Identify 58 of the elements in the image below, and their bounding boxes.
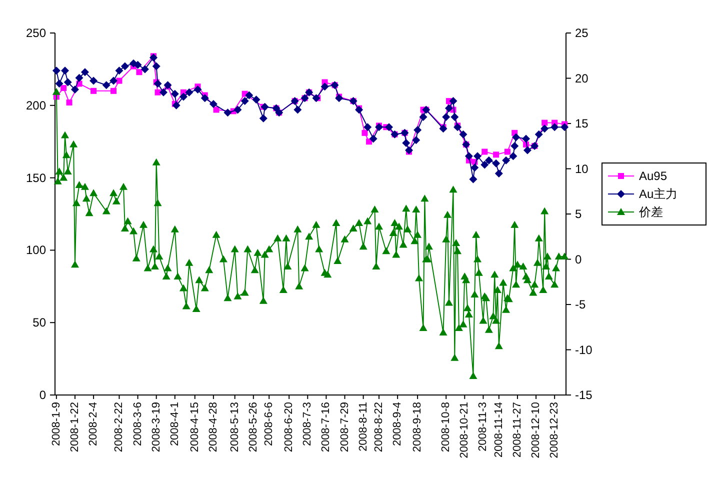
y2-tick-label: 15	[575, 116, 589, 130]
x-tick-label: 2008-10-21	[458, 402, 471, 458]
x-tick-label: 2008-10-8	[440, 402, 452, 452]
x-tick-label: 2008-9-18	[412, 402, 424, 452]
x-tick-label: 2008-9-4	[392, 402, 404, 446]
x-tick-label: 2008-4-15	[188, 402, 201, 452]
x-tick-label: 2008-5-13	[228, 402, 241, 452]
x-tick-label: 2008-1-22	[68, 402, 81, 452]
y-tick-label: 200	[26, 98, 46, 112]
y2-tick-label: 20	[575, 71, 589, 86]
x-tick-label: 2008-5-26	[247, 402, 260, 452]
legend-label: 价差	[638, 205, 663, 219]
x-tick-label: 2008-1-9	[50, 402, 62, 446]
point	[493, 152, 500, 158]
y2-tick-label: 0	[575, 252, 582, 266]
x-tick-label: 2008-11-27	[511, 402, 524, 458]
x-tick-label: 2008-7-29	[338, 402, 351, 452]
x-tick-label: 2008-8-11	[357, 402, 370, 452]
x-tick-label: 2008-11-3	[477, 402, 490, 452]
y2-tick-label: -10	[575, 342, 593, 357]
point	[136, 69, 142, 76]
x-tick-label: 2008-6-20	[283, 402, 296, 452]
x-tick-label: 2008-7-16	[320, 402, 332, 452]
point	[213, 106, 220, 113]
y2-tick-label: 5	[575, 207, 582, 221]
point	[542, 120, 548, 126]
point	[110, 88, 117, 94]
legend-label: Au95	[639, 169, 668, 183]
y2-tick-label: -15	[575, 388, 593, 402]
point	[66, 100, 72, 106]
x-tick-label: 2008-2-4	[88, 402, 100, 446]
x-tick-label: 2008-6-6	[263, 402, 276, 446]
x-tick-label: 2008-11-14	[492, 402, 505, 458]
point	[362, 130, 368, 136]
x-tick-label: 2008-12-10	[530, 402, 542, 458]
y-tick-label: 50	[32, 316, 46, 330]
y-tick-label: 0	[39, 388, 46, 402]
x-tick-label: 2008-3-19	[150, 402, 162, 452]
y2-tick-label: 25	[575, 26, 589, 40]
x-tick-label: 2008-4-1	[168, 402, 181, 446]
y-tick-label: 250	[26, 26, 46, 40]
x-tick-label: 2008-12-23	[548, 402, 561, 458]
x-tick-label: 2008-3-6	[132, 402, 144, 446]
point	[504, 148, 510, 155]
x-tick-label: 2008-2-22	[113, 402, 126, 452]
y-tick-label: 100	[26, 243, 46, 258]
point	[116, 78, 122, 84]
y2-tick-label: -5	[575, 298, 586, 312]
y-tick-label: 150	[26, 170, 46, 185]
point	[154, 89, 161, 96]
x-tick-label: 2008-4-28	[207, 402, 220, 452]
point	[482, 148, 488, 155]
point	[90, 88, 97, 94]
y2-tick-label: 10	[575, 162, 589, 176]
x-tick-label: 2008-8-22	[373, 402, 386, 452]
x-tick-label: 2008-7-3	[302, 402, 314, 446]
point	[60, 85, 67, 92]
legend-label: Au主力	[639, 187, 678, 201]
